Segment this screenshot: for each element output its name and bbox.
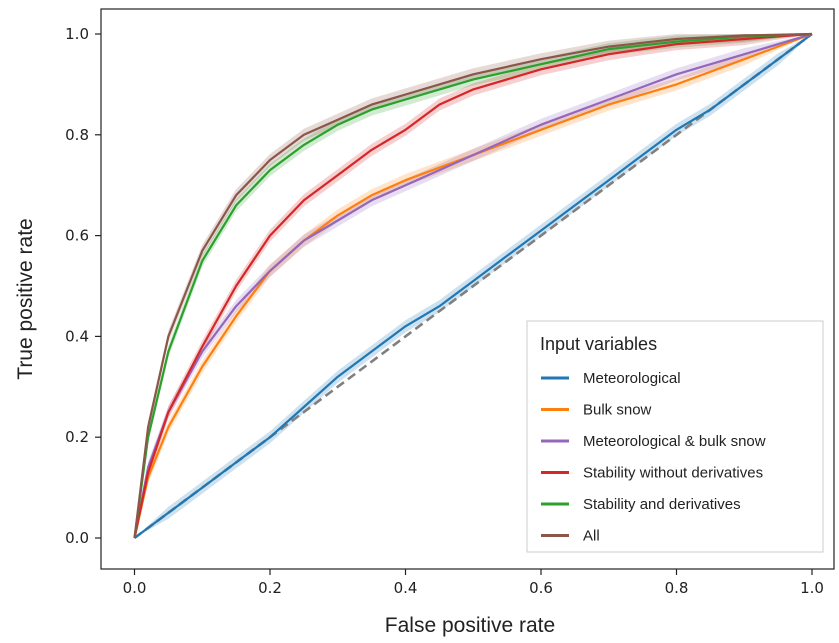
legend-label: Stability without derivatives (583, 465, 763, 482)
y-axis-title: True positive rate (14, 218, 37, 379)
x-tick-label: 0.4 (394, 579, 418, 597)
legend-label: Stability and derivatives (583, 496, 741, 513)
x-tick-label: 1.0 (800, 579, 824, 597)
legend-title: Input variables (540, 334, 657, 354)
y-tick-label: 0.0 (65, 529, 89, 547)
x-tick-label: 0.0 (123, 579, 147, 597)
series-line (133, 33, 813, 539)
series-line (133, 32, 813, 539)
y-axis-ticks: 0.0 0.2 0.4 0.6 0.8 1.0 (65, 25, 101, 547)
x-tick-label: 0.6 (529, 579, 553, 597)
x-tick-label: 0.8 (665, 579, 689, 597)
legend-label: Bulk snow (583, 402, 652, 419)
legend-label: Meteorological & bulk snow (583, 433, 766, 450)
legend-label: All (583, 528, 600, 545)
x-axis-title: False positive rate (385, 614, 555, 637)
y-tick-label: 0.4 (65, 327, 89, 345)
series-line (133, 32, 813, 539)
x-axis-ticks: 0.0 0.2 0.4 0.6 0.8 1.0 (123, 569, 824, 597)
y-tick-label: 0.8 (65, 126, 89, 144)
series-line (133, 32, 813, 539)
legend-items: Meteorological Bulk snow Meteorological & … (541, 370, 766, 545)
y-tick-label: 1.0 (65, 25, 89, 43)
legend-label: Meteorological (583, 370, 681, 387)
y-tick-label: 0.6 (65, 227, 89, 245)
series-line (133, 32, 813, 539)
series-line (133, 32, 813, 539)
y-tick-label: 0.2 (65, 428, 89, 446)
x-tick-label: 0.2 (258, 579, 282, 597)
series-lines (133, 32, 813, 539)
legend-box (526, 320, 824, 553)
